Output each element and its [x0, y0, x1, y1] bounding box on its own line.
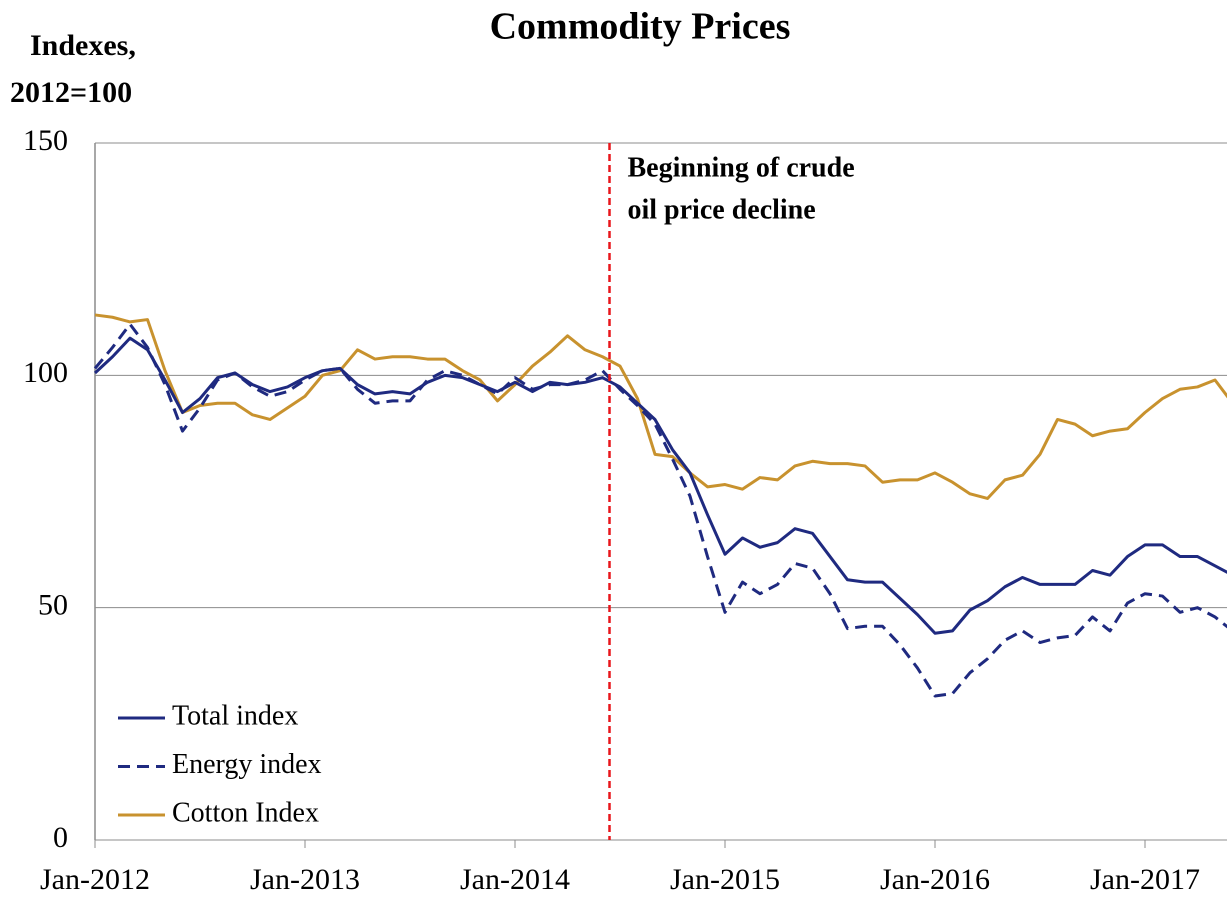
- series-line: [94, 313, 1227, 500]
- annotation-text: oil price decline: [628, 194, 816, 225]
- x-tick-label: Jan-2013: [250, 863, 360, 896]
- x-tick-label: Jan-2015: [670, 863, 780, 896]
- legend-label: Cotton Index: [172, 797, 319, 828]
- x-tick-label: Jan-2016: [880, 863, 990, 896]
- y-tick-label: 100: [23, 356, 68, 389]
- annotation-text: Beginning of crude: [628, 152, 855, 183]
- series-line: [93, 322, 1227, 698]
- plot-lines: [93, 313, 1227, 698]
- legend-label: Energy index: [172, 749, 322, 780]
- chart-title: Commodity Prices: [490, 6, 791, 48]
- x-tick-label: Jan-2014: [460, 863, 570, 896]
- y-tick-label: 0: [53, 821, 68, 854]
- series-line: [93, 336, 1227, 635]
- y-axis-label: Indexes,: [30, 29, 136, 62]
- y-axis-label: 2012=100: [10, 76, 132, 109]
- x-tick-label: Jan-2012: [40, 863, 150, 896]
- x-tick-label: Jan-2017: [1090, 863, 1200, 896]
- y-tick-label: 50: [38, 589, 68, 622]
- y-tick-label: 150: [23, 124, 68, 157]
- legend-label: Total index: [172, 700, 298, 731]
